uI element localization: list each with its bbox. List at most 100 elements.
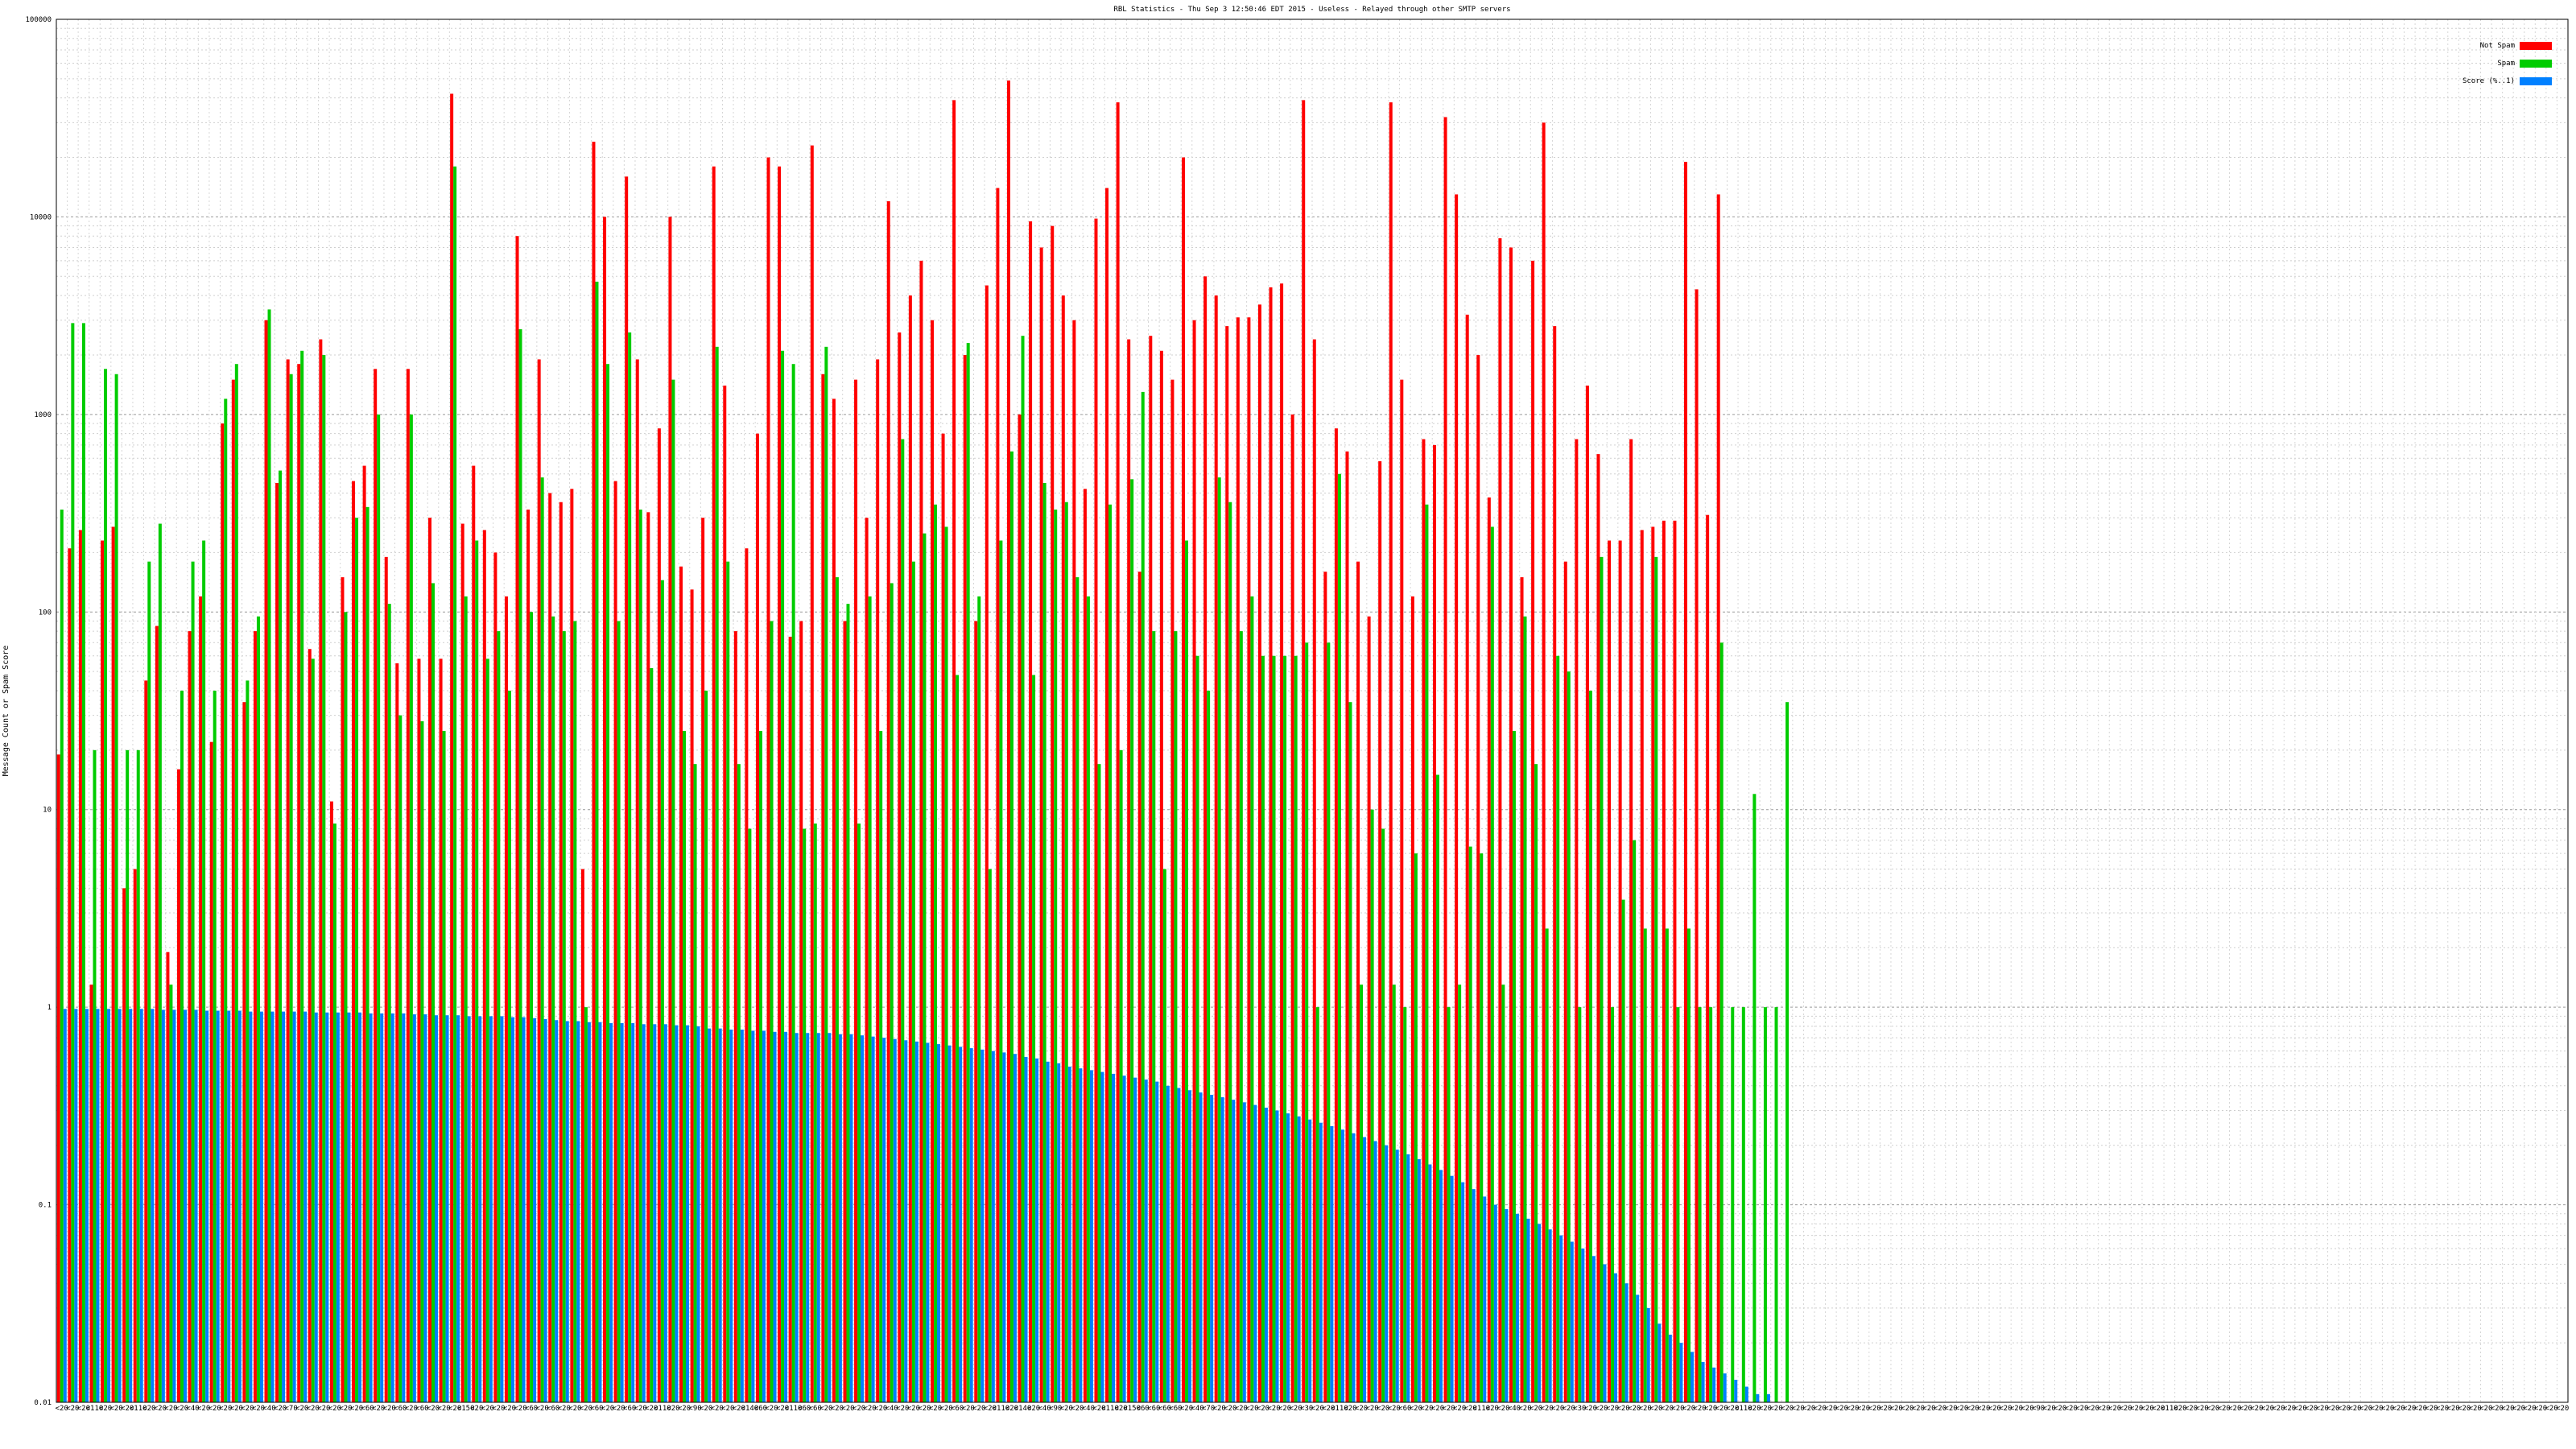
bar-not-spam [690,589,694,1402]
bar-score-1 [1297,1116,1301,1402]
grid [56,19,2569,1403]
bar-spam [1567,671,1571,1402]
x-tick-label: <20 [1814,1405,1827,1413]
bar-not-spam [1673,520,1677,1402]
bar-spam [1261,655,1265,1402]
bar-score-1 [445,1015,449,1402]
bar-score-1 [1701,1361,1705,1402]
x-tick-label: <20 [2087,1405,2099,1413]
bar-score-1 [1330,1125,1334,1402]
bar-spam [638,510,642,1402]
bar-not-spam [1051,225,1055,1403]
bar-spam [442,731,446,1402]
bar-score-1 [1286,1113,1290,1402]
x-tick-label: <20 [1824,1405,1837,1413]
x-tick-label: <20 [1464,1405,1477,1413]
x-tick-label: <60 [547,1405,559,1413]
bar-not-spam [908,295,912,1402]
bar-not-spam [810,145,814,1402]
bar-spam [628,332,632,1402]
bar-score-1 [1766,1393,1770,1402]
x-tick-label: <20 [470,1405,483,1413]
bar-score-1 [816,1033,820,1402]
x-tick-label: <20 [2512,1405,2525,1413]
bar-spam [1633,840,1637,1402]
x-tick-label: <60 [394,1405,407,1413]
bar-score-1 [1723,1373,1727,1402]
bar-not-spam [1105,188,1109,1402]
bar-spam [1075,577,1080,1402]
bar-spam [202,540,206,1403]
x-tick-label: <20 [700,1405,712,1413]
bar-not-spam [886,200,890,1402]
bar-not-spam [1116,102,1120,1403]
bar-score-1 [685,1025,689,1402]
bar-spam [693,764,697,1402]
bar-score-1 [1734,1380,1738,1402]
bar-spam [485,658,489,1402]
bar-not-spam [264,320,268,1403]
bar-score-1 [1210,1095,1214,1402]
x-tick-label: <20 [2305,1405,2318,1413]
bar-spam [344,612,348,1402]
bar-spam [507,690,511,1402]
x-tick-label: <20 [2414,1405,2427,1413]
bar-score-1 [1057,1063,1061,1402]
x-tick-label: <20 [1442,1405,1455,1413]
bar-not-spam [177,769,181,1402]
bar-not-spam [286,359,290,1402]
bar-not-spam [1257,304,1261,1403]
x-tick-label: <20 [2250,1405,2263,1413]
x-tick-label: <20 [1967,1405,1979,1413]
bar-score-1 [358,1012,362,1402]
bar-spam [1611,1007,1615,1402]
bar-score-1 [1526,1218,1530,1402]
x-tick-label: <30 [1573,1405,1586,1413]
x-tick-label: <20 [1213,1405,1226,1413]
bar-score-1 [1472,1189,1476,1402]
bar-not-spam [1695,289,1699,1403]
bar-score-1 [1744,1386,1748,1402]
x-tick-label: <20 [175,1405,188,1413]
x-tick-label: <20 [1431,1405,1444,1413]
x-tick-label: <20 [1322,1405,1335,1413]
x-tick-label: <20 [2425,1405,2438,1413]
x-tick-label: <20 [1410,1405,1422,1413]
x-tick-label: <20 [1628,1405,1641,1413]
bar-spam [923,533,927,1402]
x-tick-label: <40 [886,1405,898,1413]
bar-spam [791,364,795,1403]
x-tick-label: <20 [405,1405,418,1413]
bar-score-1 [795,1033,799,1402]
bar-not-spam [1410,596,1414,1402]
bar-spam [595,281,599,1402]
x-tick-label: <20 [1912,1405,1925,1413]
bar-spam [660,580,664,1402]
bar-score-1 [1220,1097,1224,1402]
bar-not-spam [1476,354,1480,1402]
bar-spam [1414,853,1418,1402]
bar-spam [530,612,534,1402]
bar-score-1 [1591,1256,1596,1402]
bar-not-spam [1302,100,1306,1403]
bar-score-1 [216,1010,220,1402]
x-tick-label: <20 [1584,1405,1597,1413]
bar-spam [1785,702,1790,1402]
bar-spam [1774,1007,1778,1402]
bar-score-1 [96,1009,100,1402]
bar-spam [824,346,828,1402]
bar-score-1 [1493,1204,1497,1402]
bar-not-spam [209,741,213,1402]
x-tick-label: <20 [1344,1405,1356,1413]
bar-spam [1709,1007,1713,1402]
bar-not-spam [952,100,956,1403]
x-tick-label: <20 [2054,1405,2066,1413]
bar-score-1 [1428,1164,1432,1402]
bar-score-1 [740,1030,744,1402]
bar-not-spam [428,518,432,1402]
bar-score-1 [1242,1102,1246,1402]
x-tick-label: <20 [962,1405,975,1413]
bar-score-1 [434,1015,438,1402]
bar-spam [114,374,118,1402]
bar-spam [1458,985,1462,1402]
